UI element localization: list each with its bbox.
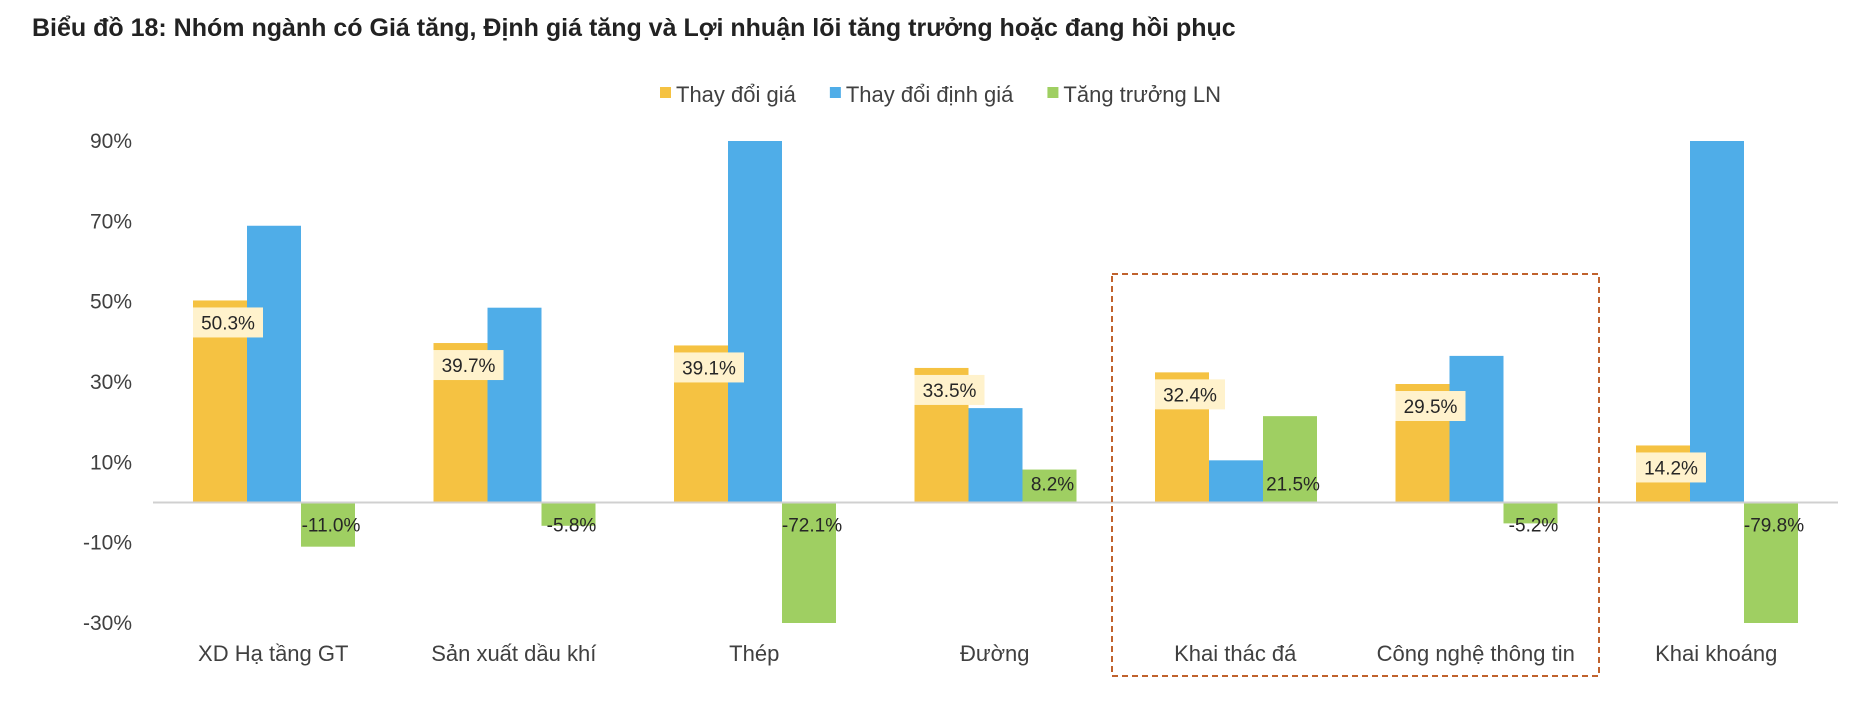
x-category-label: Thép (729, 641, 779, 666)
y-tick-label: -10% (83, 532, 132, 555)
data-label-background (433, 350, 504, 381)
x-category-label: Khai khoáng (1655, 641, 1777, 666)
bar (968, 408, 1023, 503)
data-label-background (193, 307, 263, 338)
data-label: -79.8% (1744, 516, 1804, 537)
y-tick-label: 10% (90, 451, 132, 474)
data-label: -72.1% (782, 516, 842, 537)
y-tick-label: -30% (83, 612, 132, 635)
x-category-label: XD Hạ tầng GT (198, 641, 348, 666)
y-tick-label: 30% (90, 371, 132, 394)
legend-swatch (1047, 87, 1059, 98)
y-tick-label: 50% (90, 291, 132, 314)
x-category-label: Đường (960, 641, 1030, 666)
data-label-background (1395, 391, 1466, 422)
data-label-background (914, 374, 985, 405)
bar (1690, 141, 1744, 503)
data-label: -11.0% (302, 516, 361, 537)
bar (301, 502, 355, 547)
data-label: 29.5% (1404, 397, 1458, 418)
x-category-label: Công nghệ thông tin (1377, 641, 1575, 666)
bar (1744, 502, 1798, 623)
legend-label: Thay đổi định giá (846, 82, 1014, 107)
data-label-background (1636, 452, 1706, 483)
legend: Thay đổi giá Thay đổi định giá Tăng trưởng… (660, 82, 1221, 107)
legend-label: Tăng trưởng LN (1063, 82, 1221, 107)
data-label: 14.2% (1644, 458, 1698, 479)
y-tick-label: 70% (90, 210, 132, 233)
data-label-background (674, 352, 744, 383)
bar (782, 502, 836, 623)
bar (1263, 416, 1317, 503)
bar (728, 141, 782, 503)
x-category-label: Sản xuất dầu khí (431, 641, 596, 666)
data-label: 39.1% (682, 358, 736, 379)
legend-label: Thay đổi giá (676, 82, 797, 107)
data-label: -5.8% (547, 516, 597, 537)
bar (247, 225, 301, 503)
legend-swatch (660, 87, 671, 98)
data-label: 21.5% (1266, 475, 1320, 496)
data-label: 32.4% (1163, 385, 1217, 406)
bar (1449, 355, 1504, 503)
bar (487, 307, 542, 503)
data-label: 33.5% (923, 381, 977, 402)
x-category-label: Khai thác đá (1174, 641, 1297, 666)
data-label: 50.3% (201, 313, 255, 334)
chart-title: Biểu đồ 18: Nhóm ngành có Giá tăng, Định… (32, 14, 1236, 42)
data-label: 39.7% (442, 356, 496, 377)
bar (1209, 460, 1263, 503)
data-label: -5.2% (1509, 516, 1559, 537)
legend-swatch (829, 87, 841, 98)
data-label-background (1155, 379, 1225, 410)
data-label: 8.2% (1031, 475, 1074, 496)
bar (1022, 469, 1077, 503)
bar (1503, 502, 1558, 524)
highlight-box (1111, 273, 1600, 677)
bar (541, 502, 596, 526)
y-tick-label: 90% (90, 130, 132, 153)
